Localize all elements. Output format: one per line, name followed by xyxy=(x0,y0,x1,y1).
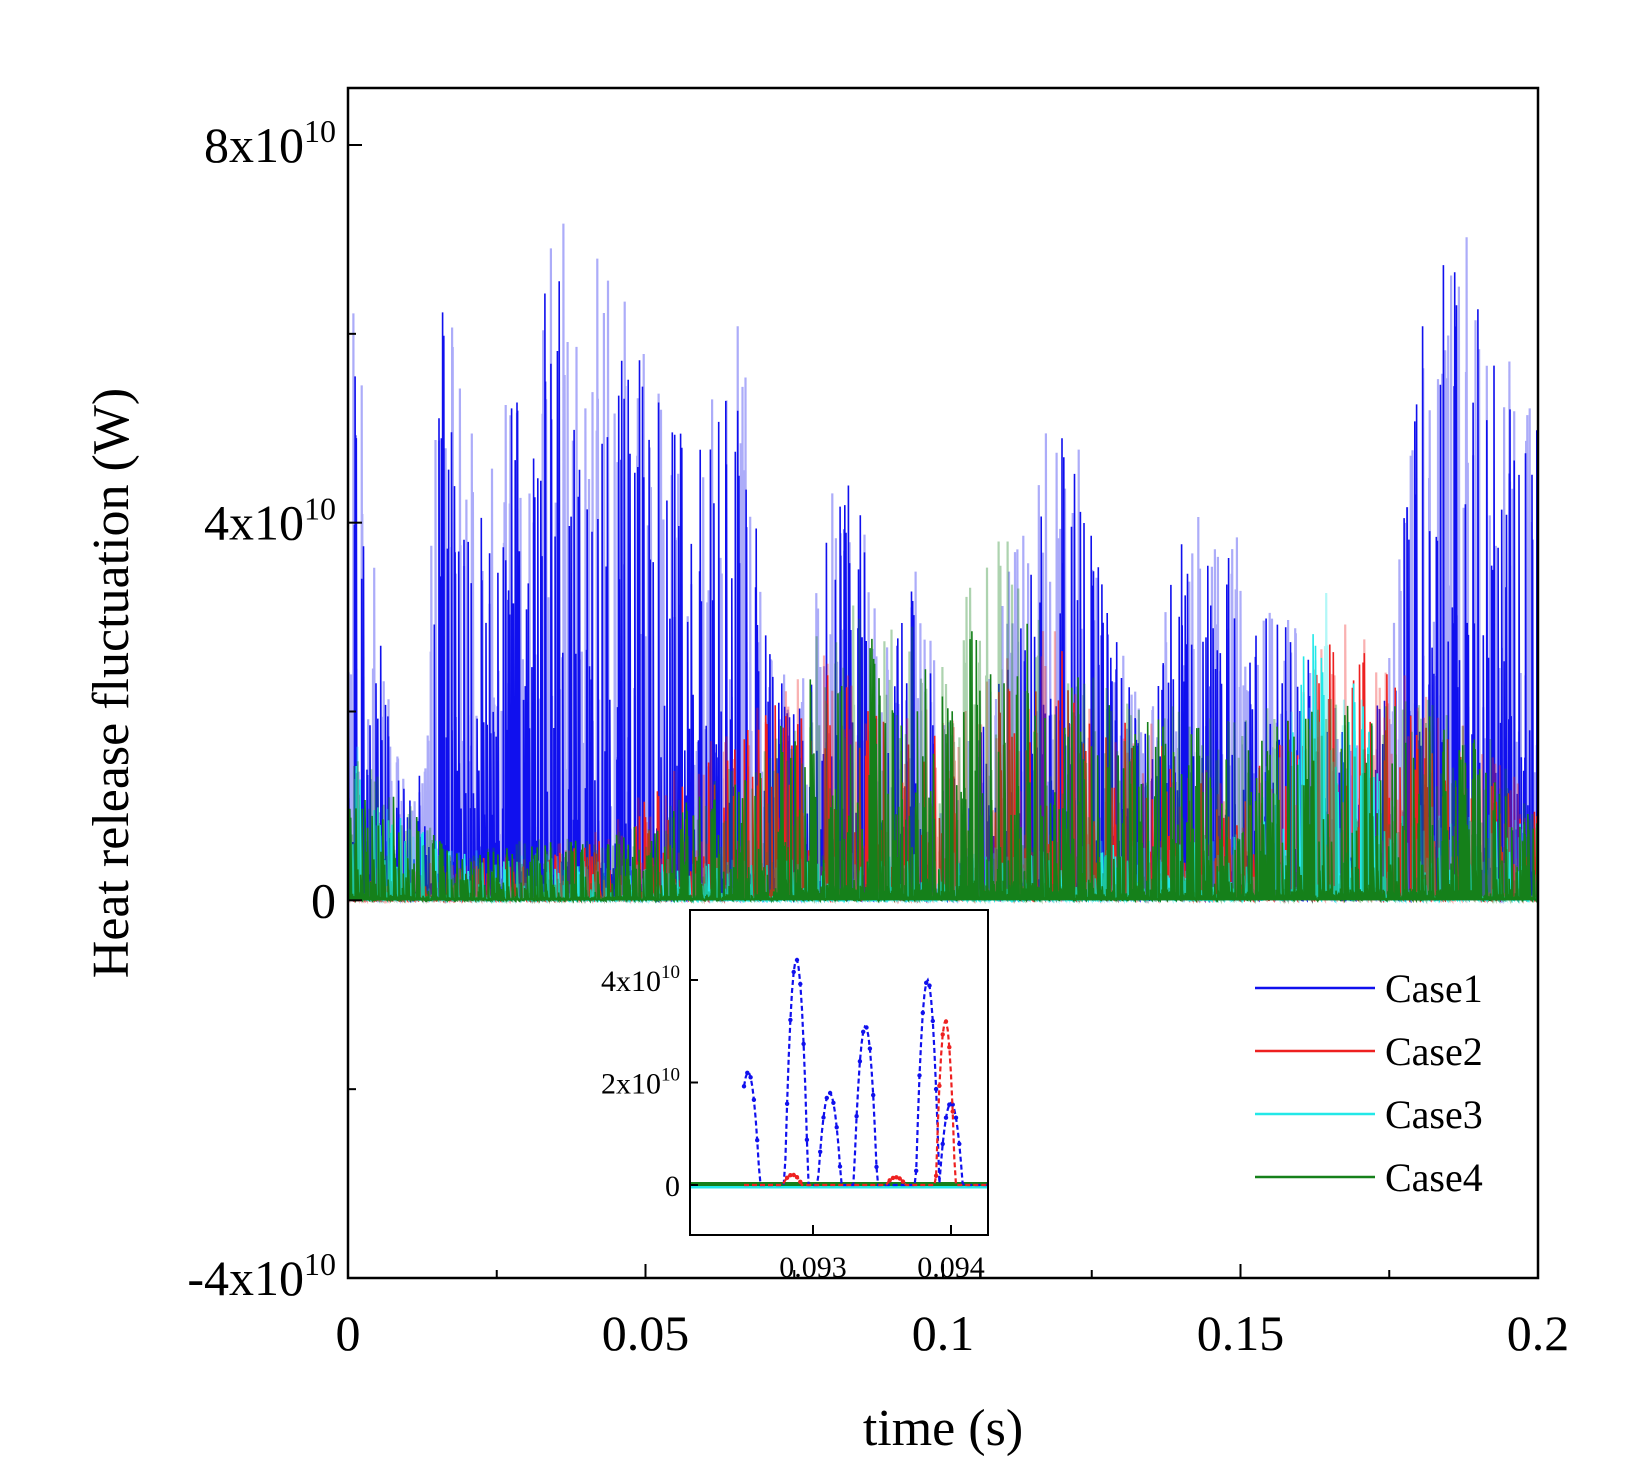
x-tick-label: 0 xyxy=(336,1305,361,1361)
inset-marker-case2 xyxy=(798,1179,803,1185)
inset-marker-case1 xyxy=(748,1075,753,1080)
inset-marker-case1 xyxy=(751,1097,757,1103)
inset-marker-case2 xyxy=(894,1175,899,1180)
inset-marker-case1 xyxy=(930,1018,935,1024)
inset-marker-case1 xyxy=(831,1100,836,1106)
inset-marker-case1 xyxy=(794,957,800,963)
inset-marker-case1 xyxy=(950,1102,955,1107)
y-tick-exponent: 10 xyxy=(304,491,336,527)
y-tick-label: 4x1010 xyxy=(204,491,336,551)
y-tick-label: 0 xyxy=(311,872,336,928)
inset-marker-case1 xyxy=(917,1073,922,1078)
inset-series-layer xyxy=(690,957,988,1189)
x-tick-label: 0.05 xyxy=(602,1305,690,1361)
inset-frame xyxy=(689,909,989,1236)
inset-marker-case2 xyxy=(933,1173,939,1179)
inset-marker-case1 xyxy=(821,1115,826,1120)
inset-marker-case2 xyxy=(897,1176,902,1181)
x-axis-title: time (s) xyxy=(863,1400,1023,1457)
inset-marker-case1 xyxy=(940,1141,945,1147)
inset-marker-case1 xyxy=(827,1090,833,1096)
inset-x-tick-label: 0.094 xyxy=(917,1251,985,1284)
inset-marker-case1 xyxy=(834,1125,839,1130)
inset-marker-case2 xyxy=(947,1045,952,1050)
inset-marker-case2 xyxy=(887,1178,892,1183)
inset-marker-case1 xyxy=(854,1114,859,1119)
inset-x-tick-label: 0.093 xyxy=(779,1251,847,1284)
inset-marker-case1 xyxy=(824,1095,829,1101)
inset-marker-case1 xyxy=(798,981,803,987)
legend-label-case4: Case4 xyxy=(1385,1155,1483,1200)
inset-y-tick-base: 4x10 xyxy=(601,965,661,998)
x-tick-label: 0.1 xyxy=(912,1305,975,1361)
inset-y-tick-base: 2x10 xyxy=(601,1068,661,1101)
series-case4-line xyxy=(348,623,1538,904)
inset-marker-case1 xyxy=(837,1164,843,1169)
y-tick-base: 4x10 xyxy=(204,495,304,551)
main-series-layer xyxy=(348,223,1538,905)
inset-marker-case1 xyxy=(804,1137,810,1143)
y-tick-exponent: 10 xyxy=(304,1246,336,1282)
inset-marker-case1 xyxy=(801,1041,806,1047)
main-axis-ticks xyxy=(347,144,1539,1279)
inset-marker-case2 xyxy=(937,1083,942,1089)
inset-marker-case2 xyxy=(791,1172,796,1178)
inset-y-tick-label: 4x1010 xyxy=(601,962,680,998)
inset-marker-case1 xyxy=(745,1070,750,1076)
inset-marker-case1 xyxy=(791,969,796,975)
inset-marker-case2 xyxy=(943,1019,949,1024)
y-axis-title: Heat release fluctuation (W) xyxy=(83,388,140,978)
inset-axis-ticks xyxy=(690,979,952,1235)
y-tick-label: -4x1010 xyxy=(187,1246,336,1306)
inset-marker-case1 xyxy=(924,980,929,985)
legend-label-case1: Case1 xyxy=(1385,966,1483,1011)
inset-marker-case1 xyxy=(933,1086,939,1092)
legend: Case1 Case2 Case3 Case4 xyxy=(1255,966,1483,1200)
inset-marker-case1 xyxy=(857,1059,863,1064)
inset-marker-case1 xyxy=(920,1010,925,1015)
inset-marker-case1 xyxy=(755,1138,760,1143)
inset-marker-case2 xyxy=(794,1175,800,1180)
x-tick-label: 0.15 xyxy=(1197,1305,1285,1361)
inset-y-tick-exponent: 10 xyxy=(661,962,680,983)
inset-marker-case1 xyxy=(741,1084,747,1089)
inset-marker-case1 xyxy=(784,1101,790,1107)
main-x-tick-labels: 0 0.05 0.1 0.15 0.2 xyxy=(336,1305,1570,1361)
y-tick-label: 8x1010 xyxy=(204,113,336,173)
legend-label-case3: Case3 xyxy=(1385,1092,1483,1137)
inset-marker-case1 xyxy=(874,1164,879,1170)
inset-marker-case1 xyxy=(957,1141,962,1147)
inset-y-tick-exponent: 10 xyxy=(661,1065,680,1086)
y-tick-base: 8x10 xyxy=(204,117,304,173)
inset-marker-case1 xyxy=(914,1168,919,1174)
legend-label-case2: Case2 xyxy=(1385,1029,1483,1074)
inset-marker-case2 xyxy=(900,1179,906,1184)
inset-y-tick-label: 0 xyxy=(665,1170,680,1203)
inset-marker-case2 xyxy=(940,1032,945,1037)
inset-marker-case1 xyxy=(943,1115,949,1120)
inset-marker-case1 xyxy=(818,1149,823,1155)
inset-marker-case1 xyxy=(953,1115,959,1120)
y-tick-base: -4x10 xyxy=(187,1250,304,1306)
inset-marker-case2 xyxy=(890,1175,896,1181)
inset-marker-case2 xyxy=(788,1173,793,1178)
inset-y-tick-label: 2x1010 xyxy=(601,1065,680,1101)
inset-marker-case1 xyxy=(871,1092,876,1098)
y-tick-exponent: 10 xyxy=(304,113,336,149)
inset-marker-case1 xyxy=(788,1017,793,1023)
inset-marker-case2 xyxy=(784,1175,790,1181)
inset-marker-case2 xyxy=(950,1109,955,1114)
inset-marker-case1 xyxy=(864,1025,869,1030)
inset-background xyxy=(690,910,988,1235)
inset-marker-case1 xyxy=(861,1029,866,1035)
inset-marker-case1 xyxy=(927,983,932,988)
inset-marker-case1 xyxy=(867,1046,873,1051)
x-tick-label: 0.2 xyxy=(1507,1305,1570,1361)
inset-marker-case1 xyxy=(947,1102,952,1107)
